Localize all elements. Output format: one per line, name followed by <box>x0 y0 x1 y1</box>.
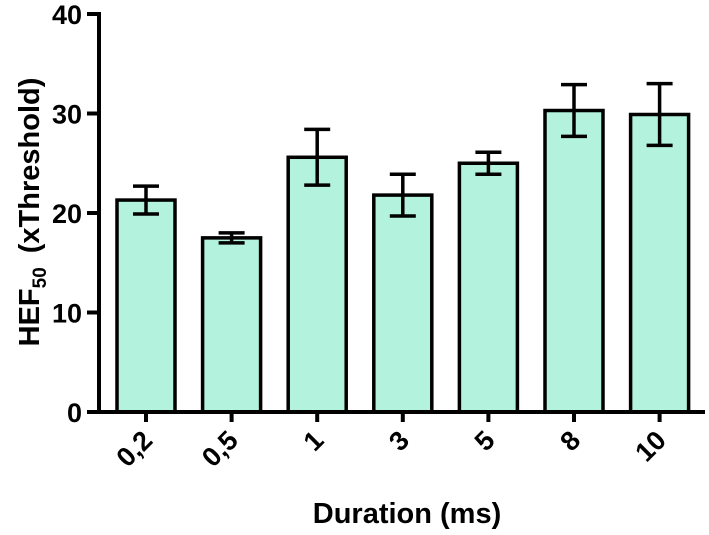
bars <box>115 108 691 414</box>
x-tick-label-0: 0,2 <box>110 425 158 473</box>
bar-4 <box>457 161 520 414</box>
x-tick-label-4: 5 <box>469 425 501 457</box>
y-axis-title-rest: (xThreshold) <box>14 78 46 254</box>
bar-5 <box>543 108 605 414</box>
y-tick-label-2: 20 <box>52 199 82 229</box>
x-tick-label-1: 0,5 <box>196 425 244 473</box>
y-tick-label-0: 0 <box>67 398 82 428</box>
y-tick-label-4: 40 <box>52 0 82 30</box>
x-tick-label-5: 8 <box>554 425 586 457</box>
x-tick-label-2: 1 <box>298 425 330 457</box>
y-axis-title-main: HEF <box>14 288 46 346</box>
bar-1 <box>200 236 263 414</box>
error-bar-3 <box>389 172 416 218</box>
y-tick-label-1: 10 <box>52 299 82 329</box>
error-bar-0 <box>133 184 159 216</box>
error-bar-5 <box>561 82 587 139</box>
error-bar-6 <box>646 81 673 148</box>
error-bars <box>133 81 673 245</box>
bar-3 <box>372 193 434 414</box>
x-tick-label-3: 3 <box>383 425 415 457</box>
y-ticks: 0 10 20 30 40 <box>52 0 99 428</box>
y-axis-title: HEF50 (xThreshold) <box>14 78 51 347</box>
x-axis-title: Duration (ms) <box>313 498 502 530</box>
error-bar-4 <box>475 150 502 176</box>
x-tick-label-6: 10 <box>629 425 671 467</box>
error-bar-1 <box>218 231 245 245</box>
bar-2 <box>286 155 348 414</box>
x-ticks: 0,2 0,5 1 3 5 8 10 <box>110 412 672 473</box>
y-tick-label-3: 30 <box>52 100 82 130</box>
bar-6 <box>628 112 691 414</box>
bar-0 <box>115 198 177 414</box>
error-bar-2 <box>304 127 331 187</box>
y-axis-title-subscript: 50 <box>30 267 51 288</box>
